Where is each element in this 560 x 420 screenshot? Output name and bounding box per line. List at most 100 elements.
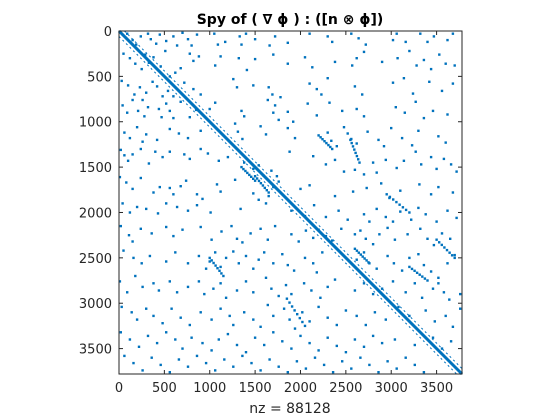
nonzero-point <box>226 332 230 336</box>
nonzero-point <box>408 314 411 318</box>
nonzero-point <box>446 209 449 212</box>
nonzero-point <box>241 241 244 244</box>
nonzero-point <box>333 60 337 64</box>
nonzero-point <box>277 180 280 183</box>
nonzero-point <box>127 234 131 237</box>
nonzero-point <box>161 95 164 98</box>
cluster-point <box>212 261 215 265</box>
nonzero-point <box>214 369 217 372</box>
nonzero-point <box>422 263 426 267</box>
nonzero-point <box>172 193 175 196</box>
nonzero-point <box>391 220 395 223</box>
nonzero-point <box>267 194 270 198</box>
nonzero-point <box>301 311 304 314</box>
cluster-point <box>329 145 332 149</box>
nonzero-point <box>219 55 222 58</box>
cluster-point <box>357 158 360 161</box>
nonzero-point <box>138 86 142 89</box>
nonzero-point <box>224 40 227 44</box>
nonzero-point <box>135 43 138 46</box>
cluster-point <box>208 256 211 260</box>
nonzero-point <box>384 318 387 321</box>
nonzero-point <box>353 233 357 236</box>
cluster-point <box>435 238 438 241</box>
nonzero-point <box>308 82 311 85</box>
nonzero-point <box>244 254 248 258</box>
cluster-point <box>288 301 291 304</box>
nonzero-point <box>368 262 371 265</box>
cluster-point <box>257 179 261 183</box>
nonzero-point <box>406 233 409 236</box>
nonzero-point <box>442 291 446 294</box>
nonzero-point <box>152 314 155 318</box>
nonzero-point <box>165 39 168 43</box>
nonzero-point <box>244 351 248 354</box>
cluster-point <box>321 138 324 141</box>
cluster-point <box>363 257 366 260</box>
nonzero-point <box>292 120 295 123</box>
nonzero-point <box>243 311 246 314</box>
nonzero-point <box>431 109 435 113</box>
nonzero-point <box>215 183 219 186</box>
nonzero-point <box>216 43 220 46</box>
nonzero-point <box>253 38 257 41</box>
nonzero-point <box>312 262 315 265</box>
nonzero-point <box>120 79 123 83</box>
nonzero-point <box>362 173 366 176</box>
nonzero-point <box>333 194 337 198</box>
nonzero-point <box>346 132 349 135</box>
nonzero-point <box>281 340 284 343</box>
nonzero-point <box>410 218 413 221</box>
nonzero-point <box>184 179 188 182</box>
nonzero-point <box>201 341 204 345</box>
nonzero-point <box>132 361 135 365</box>
nonzero-point <box>399 189 402 192</box>
nonzero-point <box>186 262 190 265</box>
nonzero-point <box>368 363 371 367</box>
nonzero-point <box>399 210 402 213</box>
nonzero-point <box>437 185 440 189</box>
nonzero-point <box>122 249 125 252</box>
cluster-point <box>358 161 361 164</box>
nonzero-point <box>165 202 168 205</box>
nonzero-point <box>284 283 288 287</box>
nonzero-point <box>263 343 266 347</box>
cluster-point <box>453 256 456 260</box>
nonzero-point <box>335 145 338 148</box>
nonzero-point <box>449 237 452 240</box>
nonzero-point <box>351 64 354 67</box>
nonzero-point <box>286 41 289 44</box>
nonzero-point <box>394 106 397 109</box>
nonzero-point <box>166 89 170 93</box>
nonzero-point <box>451 82 455 85</box>
nonzero-point <box>290 209 293 212</box>
y-tick-label: 2000 <box>79 206 112 221</box>
nonzero-point <box>359 356 362 359</box>
cluster-point <box>222 274 225 278</box>
nonzero-point <box>148 254 152 258</box>
nonzero-point <box>179 316 182 319</box>
nonzero-point <box>172 35 175 38</box>
nonzero-point <box>146 106 150 109</box>
nonzero-point <box>149 38 152 41</box>
nonzero-point <box>380 182 383 185</box>
nonzero-point <box>140 262 143 265</box>
nonzero-point <box>188 323 191 327</box>
nonzero-point <box>179 100 182 103</box>
nonzero-point <box>164 49 167 53</box>
nonzero-point <box>181 228 184 231</box>
nonzero-point <box>444 314 447 318</box>
nonzero-point <box>208 260 211 263</box>
nonzero-point <box>435 220 438 223</box>
nonzero-point <box>253 57 257 61</box>
nonzero-point <box>190 336 193 339</box>
y-tick-label: 1500 <box>79 161 112 176</box>
nonzero-point <box>365 186 368 190</box>
nonzero-point <box>179 185 182 188</box>
x-tick-label: 2500 <box>329 381 362 396</box>
nonzero-point <box>232 250 235 253</box>
nonzero-point <box>177 132 181 135</box>
nonzero-point <box>277 365 280 368</box>
nonzero-point <box>192 87 195 91</box>
nonzero-point <box>390 126 393 130</box>
